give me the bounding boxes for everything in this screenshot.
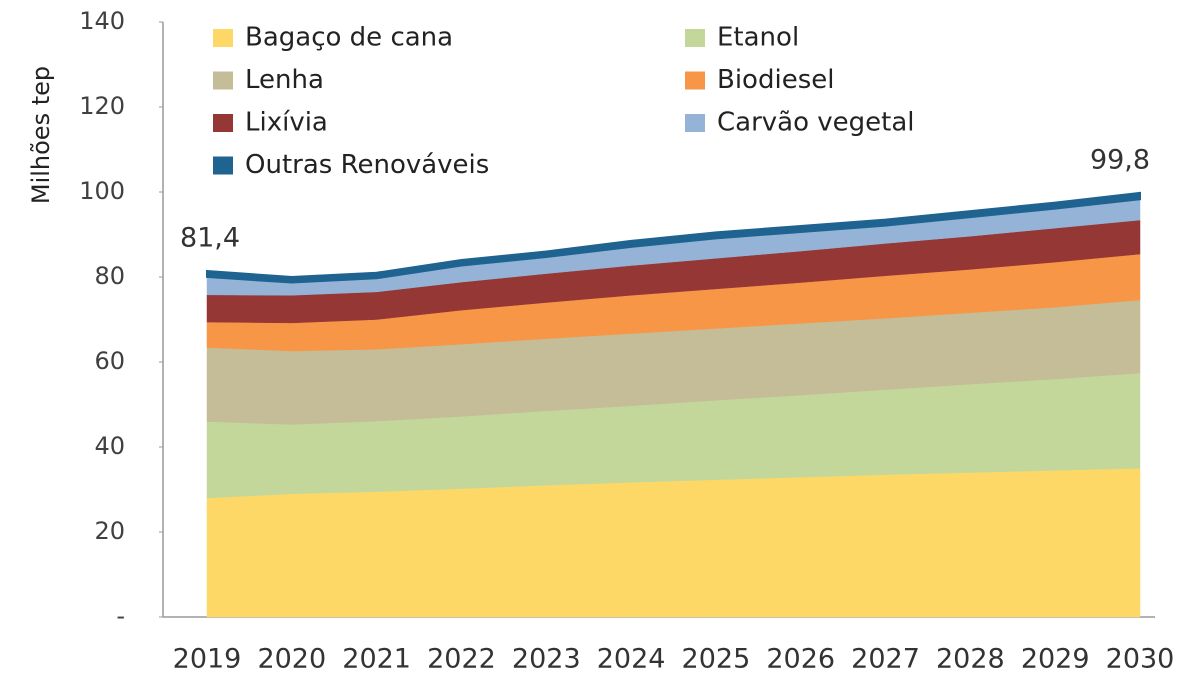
x-tick-label: 2027 [851,644,920,673]
x-tick-label: 2022 [427,644,496,673]
legend-label: Lenha [245,65,324,95]
legend-swatch [213,71,233,90]
x-tick-label: 2023 [512,644,581,673]
x-tick-label: 2025 [682,644,751,673]
annotation: 81,4 [180,223,240,254]
legend-label: Etanol [717,23,799,53]
y-tick-label: 100 [79,177,125,205]
x-tick-label: 2030 [1106,644,1175,673]
legend-swatch [213,156,233,175]
y-tick-label: 60 [94,347,125,375]
x-tick-label: 2020 [257,644,326,673]
legend-label: Bagaço de cana [245,23,453,53]
legend-label: Biodiesel [717,65,834,95]
legend-label: Outras Renováveis [245,150,489,180]
legend-label: Lixívia [245,108,328,138]
y-tick-label: 80 [94,262,125,290]
y-tick-label: 140 [79,7,125,35]
x-tick-label: 2021 [342,644,411,673]
legend-swatch [213,114,233,132]
area [206,191,1141,284]
legend-label: Carvão vegetal [717,108,915,138]
x-tick-label: 2019 [173,644,242,673]
y-tick-label: 20 [94,517,125,545]
y-tick-label: - [116,602,125,630]
y-tick-label: 40 [94,432,125,460]
annotation: 99,8 [1090,144,1150,175]
legend-swatch [685,29,705,47]
x-tick-label: 2029 [1021,644,1090,673]
legend-swatch [685,71,705,90]
x-tick-label: 2028 [936,644,1005,673]
y-axis-label: Milhões tep [27,66,55,204]
x-tick-label: 2026 [766,644,835,673]
y-tick-label: 120 [79,92,125,120]
legend-swatch [685,114,705,132]
x-tick-label: 2024 [597,644,666,673]
legend-swatch [213,29,233,47]
